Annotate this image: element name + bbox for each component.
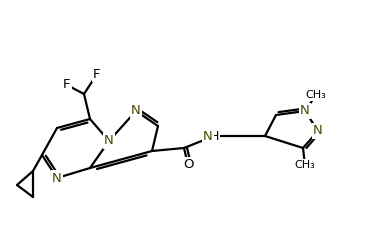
Text: F: F — [93, 68, 101, 81]
Text: N: N — [131, 104, 141, 117]
Text: H: H — [209, 130, 219, 142]
Text: N: N — [203, 130, 213, 142]
Text: CH₃: CH₃ — [295, 160, 315, 170]
Text: N: N — [52, 171, 62, 184]
Text: F: F — [63, 79, 71, 92]
Text: N: N — [300, 104, 310, 117]
Text: N: N — [313, 124, 323, 137]
Text: N: N — [104, 135, 114, 148]
Text: CH₃: CH₃ — [306, 90, 327, 100]
Text: O: O — [183, 158, 193, 171]
